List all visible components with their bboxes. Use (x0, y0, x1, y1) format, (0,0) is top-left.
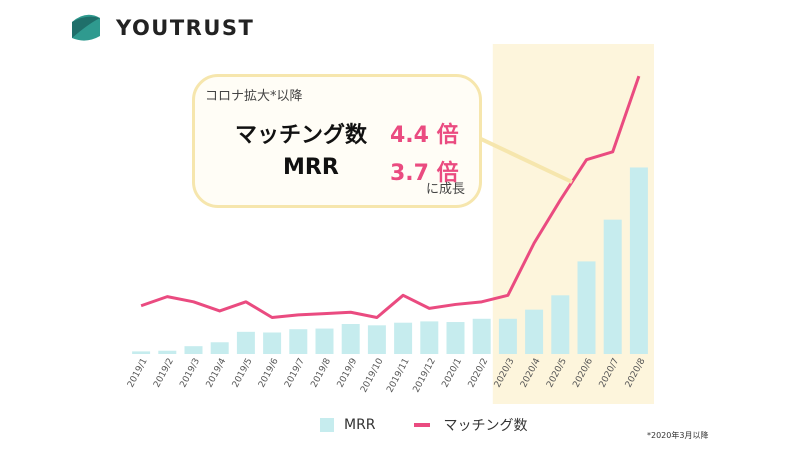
bar-mrr-2019-6 (263, 332, 282, 354)
callout-intro: コロナ拡大*以降 (205, 89, 303, 104)
x-tick-2019-11: 2019/11 (385, 357, 411, 395)
bar-mrr-2020-3 (498, 318, 517, 354)
bar-mrr-2019-4 (210, 342, 229, 354)
x-tick-2019-3: 2019/3 (178, 357, 202, 390)
callout-matching-value: 4.4 倍 (390, 123, 459, 148)
x-tick-2019-5: 2019/5 (231, 357, 255, 390)
bar-mrr-2019-7 (289, 329, 308, 354)
legend-swatch-matching (413, 423, 430, 427)
bar-mrr-2020-8 (629, 167, 648, 354)
bar-mrr-2019-11 (394, 322, 413, 354)
bar-mrr-2019-8 (315, 328, 334, 354)
youtrust-logo-icon (72, 14, 100, 41)
bar-mrr-2019-1 (132, 351, 151, 354)
x-tick-2019-4: 2019/4 (205, 356, 229, 389)
callout-mrr-value: 3.7 倍 (390, 161, 459, 186)
x-tick-2019-10: 2019/10 (359, 356, 386, 394)
bar-mrr-2020-4 (525, 309, 544, 354)
bar-mrr-2020-2 (472, 318, 491, 354)
footnote: *2020年3月以降 (647, 431, 709, 440)
x-tick-2019-6: 2019/6 (257, 356, 281, 389)
bar-mrr-2019-3 (184, 346, 203, 354)
chart-legend: MRR マッチング数 (320, 415, 528, 435)
callout-mrr-label: MRR (283, 155, 339, 180)
bar-mrr-2019-2 (158, 350, 177, 354)
bar-mrr-2020-5 (551, 295, 570, 354)
bar-mrr-2020-1 (446, 322, 465, 354)
legend-swatch-mrr (320, 418, 334, 432)
bar-mrr-2019-9 (341, 324, 360, 354)
growth-callout: コロナ拡大*以降 マッチング数 4.4 倍 MRR 3.7 倍 に成長 (192, 74, 482, 208)
bar-mrr-2020-6 (577, 261, 596, 354)
highlight-band (492, 44, 654, 404)
x-tick-2020-1: 2020/1 (440, 357, 464, 390)
x-tick-2019-12: 2019/12 (412, 357, 438, 395)
x-tick-2019-7: 2019/7 (283, 357, 307, 390)
legend-label-matching: マッチング数 (443, 418, 528, 434)
bar-mrr-2020-7 (603, 219, 622, 354)
callout-suffix: に成長 (425, 182, 465, 197)
legend-label-mrr: MRR (344, 417, 376, 433)
bar-mrr-2019-10 (367, 325, 386, 354)
x-tick-2019-9: 2019/9 (336, 356, 360, 389)
x-tick-2020-2: 2020/2 (467, 357, 491, 390)
brand-logo: YOUTRUST (68, 10, 254, 46)
x-tick-2019-1: 2019/1 (126, 357, 150, 390)
x-tick-2019-2: 2019/2 (152, 357, 176, 390)
bar-mrr-2019-5 (236, 331, 255, 354)
bar-mrr-2019-12 (420, 321, 439, 354)
x-tick-2019-8: 2019/8 (309, 356, 333, 389)
line-matching (140, 75, 641, 319)
brand-name: YOUTRUST (116, 16, 255, 40)
callout-matching-label: マッチング数 (235, 123, 368, 148)
